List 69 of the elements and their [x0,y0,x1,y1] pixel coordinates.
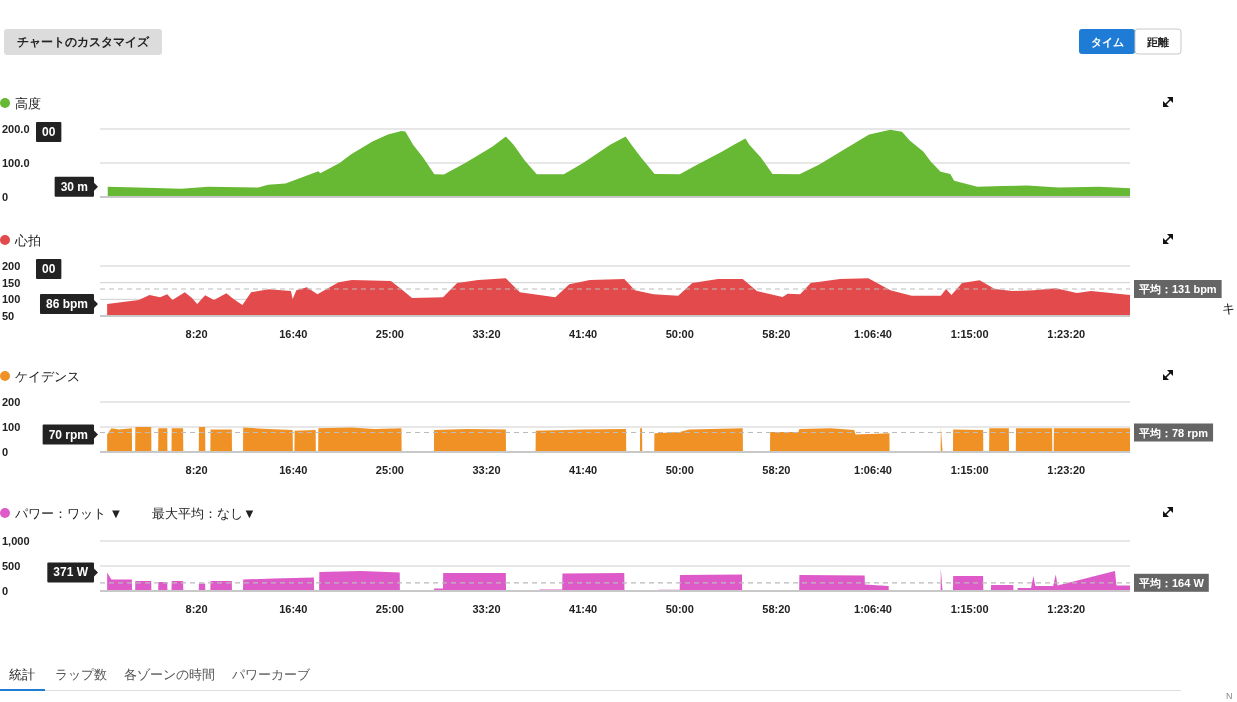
tooltip: 86 bpm [40,294,98,314]
x-tick-label: 50:00 [665,328,694,340]
x-tick-label: 33:20 [472,603,501,615]
x-tick-label: 25:00 [375,603,404,615]
x-tick-label: 1:06:40 [854,603,892,615]
x-tick-label: 8:20 [185,603,208,615]
x-tick-label: 50:00 [665,603,694,615]
x-tick-label: 1:15:00 [950,464,989,476]
ref-label: 平均：131 bpm [1134,280,1222,298]
tooltip: 00 [36,122,62,142]
x-tick-label: 25:00 [375,328,404,340]
y-tick-label: 100.0 [2,157,30,169]
ref-line-label: 平均：164 W [1138,576,1205,589]
y-tick-label: 200.0 [2,123,30,135]
x-tick-label: 25:00 [375,464,404,476]
x-tick-label: 1:23:20 [1047,464,1086,476]
x-tick-label: 58:20 [762,603,791,615]
x-tick-label: 33:20 [472,328,501,340]
chart-title: 高度 [15,96,41,111]
x-tick-label: 8:20 [185,464,208,476]
text: タイム [1090,35,1124,48]
x-tick-label: 1:06:40 [854,328,892,340]
x-tick-label: 41:40 [569,328,598,340]
tooltip: 371 W [47,562,98,583]
x-tick-label: 16:40 [279,464,308,476]
y-tick-label: 0 [2,585,9,597]
chart-title: ケイデンス [15,369,80,384]
text: 統計 [9,667,35,682]
x-tick-label: 33:20 [472,464,501,476]
ref-label: 平均：164 W [1134,573,1209,592]
x-tick-label: 1:23:20 [1047,328,1086,340]
y-tick-label: 0 [2,446,9,458]
tooltip: 30 m [54,176,98,197]
y-tick-label: 1,000 [2,535,30,547]
x-tick-label: 58:20 [762,328,791,340]
text: キ [1222,301,1235,316]
text: 距離 [1146,35,1169,48]
x-tick-label: 1:15:00 [950,603,989,615]
x-tick-label: 1:15:00 [950,328,989,340]
x-tick-label: 16:40 [279,328,308,340]
x-tick-label: 58:20 [762,464,791,476]
chart-subtitle: 最大平均：なし▼ [152,506,256,521]
x-tick-label: 50:00 [665,464,694,476]
y-tick-label: 0 [2,191,9,203]
chart-title: パワー：ワット ▼ [14,506,123,521]
y-tick-label: 50 [2,310,15,322]
chart-title: 心拍 [14,233,41,248]
ref-label: 平均：78 rpm [1134,423,1214,442]
tooltip: 00 [36,259,62,279]
x-tick-label: 8:20 [185,328,208,340]
x-tick-label: 16:40 [279,603,308,615]
text: ラップ数 [55,667,107,682]
x-tick-label: 1:06:40 [854,464,892,476]
tooltip: 70 rpm [42,424,98,445]
y-tick-label: 100 [2,293,21,306]
x-tick-label: 41:40 [569,603,598,615]
text: 各ゾーンの時間 [124,667,215,682]
text: チャートのカスタマイズ [17,35,150,49]
y-tick-label: 200 [2,260,21,272]
ref-line-label: 平均：131 bpm [1138,283,1217,295]
y-tick-label: 100 [2,421,21,433]
x-tick-label: 41:40 [569,464,598,476]
x-tick-label: 1:23:20 [1047,603,1086,615]
y-tick-label: 200 [2,396,21,408]
y-tick-label: 500 [2,560,21,572]
y-tick-label: 150 [2,276,21,289]
text: パワーカーブ [231,667,311,682]
ref-line-label: 平均：78 rpm [1138,426,1209,439]
text: N [1226,691,1233,701]
